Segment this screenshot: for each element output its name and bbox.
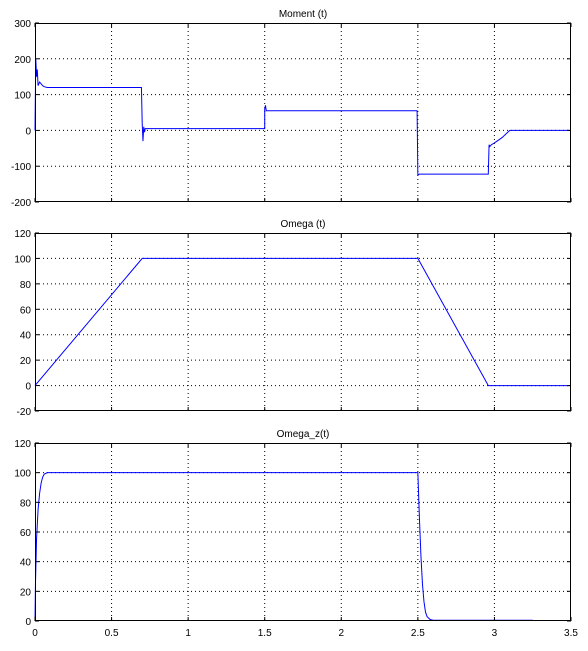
y-tick-label: 100 [14,469,31,480]
x-tick-label: 1.5 [258,628,272,639]
subplot-title: Omega_z(t) [277,429,330,440]
y-tick-label: 0 [25,617,31,628]
y-tick-label: 40 [20,331,32,342]
x-tick-label: 2.5 [411,628,425,639]
y-tick-label: 20 [20,356,32,367]
y-tick-label: 200 [14,55,31,66]
y-tick-label: 80 [20,280,32,291]
plot-area [35,233,571,411]
subplot-2: 0 20 40 60 80 100 120 0 0.5 1 1.5 2 2.5 3 3.5 Omega_z(t… [14,429,578,639]
y-tick-label: 0 [25,382,31,393]
subplot-title: Moment (t) [279,9,327,20]
x-tick-label: 0 [32,628,38,639]
y-tick-label: 300 [14,19,31,30]
subplot-1: -20 0 20 40 60 80 100 120 Omega (t) [14,219,572,418]
y-tick-label: 0 [25,126,31,137]
y-tick-label: 120 [14,439,31,450]
subplot-0: -200 -100 0 100 200 300 Moment (t) [11,9,572,209]
x-tick-label: 3 [492,628,498,639]
y-tick-label: 120 [14,229,31,240]
subplot-title: Omega (t) [280,219,325,230]
x-tick-label: 3.5 [564,628,578,639]
series-line-0 [34,257,571,387]
axes-box [35,233,571,411]
y-tick-label: 100 [14,91,31,102]
x-tick-label: 2 [339,628,345,639]
y-tick-label: -100 [11,162,31,173]
y-tick-label: -200 [11,198,31,209]
y-tick-label: 100 [14,254,31,265]
series-line-0 [34,58,571,177]
axes-box [35,23,571,202]
x-tick-label: 1 [185,628,191,639]
y-tick-label: 20 [20,587,32,598]
y-tick-label: 40 [20,558,32,569]
y-tick-label: 80 [20,498,32,509]
plot-area [35,23,571,202]
y-tick-label: 60 [20,528,32,539]
y-tick-label: -20 [17,407,32,418]
y-tick-label: 60 [20,305,32,316]
x-tick-label: 0.5 [105,628,119,639]
series-line-0 [34,472,533,622]
